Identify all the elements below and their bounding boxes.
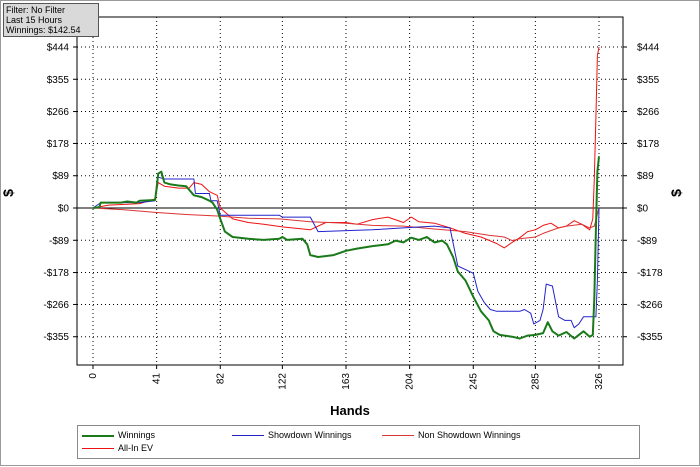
winnings-label: Winnings: $142.54 bbox=[6, 25, 81, 35]
y-tick-label-left: $355 bbox=[47, 75, 70, 86]
legend-item-non-showdown: Non Showdown Winnings bbox=[382, 429, 521, 441]
y-tick-label-left: $266 bbox=[47, 107, 70, 118]
legend-swatch-non-showdown bbox=[382, 435, 414, 437]
y-axis-title-left: $ bbox=[1, 189, 16, 197]
x-tick-label: 326 bbox=[594, 373, 605, 390]
y-tick-label-left: $444 bbox=[47, 43, 70, 54]
y-tick-label-right: $0 bbox=[637, 204, 649, 215]
legend-swatch-allin-ev bbox=[82, 448, 114, 450]
y-tick-label-right: -$266 bbox=[637, 300, 663, 311]
y-tick-label-left: -$178 bbox=[43, 268, 69, 279]
x-axis-title: Hands bbox=[330, 403, 370, 418]
plot-area-border bbox=[76, 16, 624, 366]
y-tick-label-left: -$355 bbox=[43, 332, 69, 343]
legend-swatch-showdown bbox=[232, 435, 264, 437]
axis-ticks: 0 41 82 122 163 204 245 285 326 $444 $444 $355 $355 $… bbox=[43, 43, 663, 390]
y-tick-label-right: $266 bbox=[637, 107, 660, 118]
y-tick-label-right: $355 bbox=[637, 75, 660, 86]
filter-summary-box: Filter: No Filter Last 15 Hours Winnings… bbox=[3, 3, 99, 37]
legend-label: Non Showdown Winnings bbox=[418, 430, 521, 440]
legend-swatch-winnings bbox=[82, 434, 114, 437]
y-tick-label-right: $444 bbox=[637, 43, 660, 54]
legend-item-winnings: Winnings bbox=[82, 429, 155, 441]
y-axis-title-right: $ bbox=[668, 189, 684, 197]
series-line-showdown-winnings bbox=[92, 176, 600, 329]
y-tick-label-right: $89 bbox=[637, 171, 654, 182]
x-tick-label: 204 bbox=[405, 373, 416, 390]
y-tick-label-right: -$89 bbox=[637, 236, 657, 247]
x-tick-label: 245 bbox=[468, 373, 479, 390]
filter-label: Filter: No Filter bbox=[6, 5, 66, 15]
x-tick-label: 82 bbox=[215, 373, 226, 385]
x-tick-label: 285 bbox=[530, 373, 541, 390]
y-tick-label-left: -$266 bbox=[43, 300, 69, 311]
y-tick-label-left: -$89 bbox=[49, 236, 69, 247]
y-tick-label-right: -$178 bbox=[637, 268, 663, 279]
y-tick-label-left: $89 bbox=[52, 171, 69, 182]
grid bbox=[77, 17, 623, 365]
period-label: Last 15 Hours bbox=[6, 15, 63, 25]
y-tick-label-right: $178 bbox=[637, 139, 660, 150]
legend-label: All-In EV bbox=[118, 443, 154, 453]
series-line-winnings bbox=[92, 156, 600, 340]
series-line-non-showdown-winnings bbox=[92, 207, 600, 242]
x-tick-label: 0 bbox=[88, 373, 99, 379]
y-tick-label-left: $0 bbox=[58, 204, 70, 215]
x-tick-label: 41 bbox=[152, 373, 163, 385]
legend-label: Showdown Winnings bbox=[268, 430, 352, 440]
x-tick-label: 163 bbox=[341, 373, 352, 390]
legend-item-allin-ev: All-In EV bbox=[82, 442, 153, 454]
legend-item-showdown: Showdown Winnings bbox=[232, 429, 352, 441]
series-layer bbox=[92, 46, 600, 340]
x-tick-label: 122 bbox=[277, 373, 288, 390]
y-tick-label-left: $178 bbox=[47, 139, 70, 150]
y-tick-label-right: -$355 bbox=[637, 332, 663, 343]
legend: Winnings Showdown Winnings Non Showdown … bbox=[77, 425, 640, 459]
legend-label: Winnings bbox=[118, 430, 156, 440]
